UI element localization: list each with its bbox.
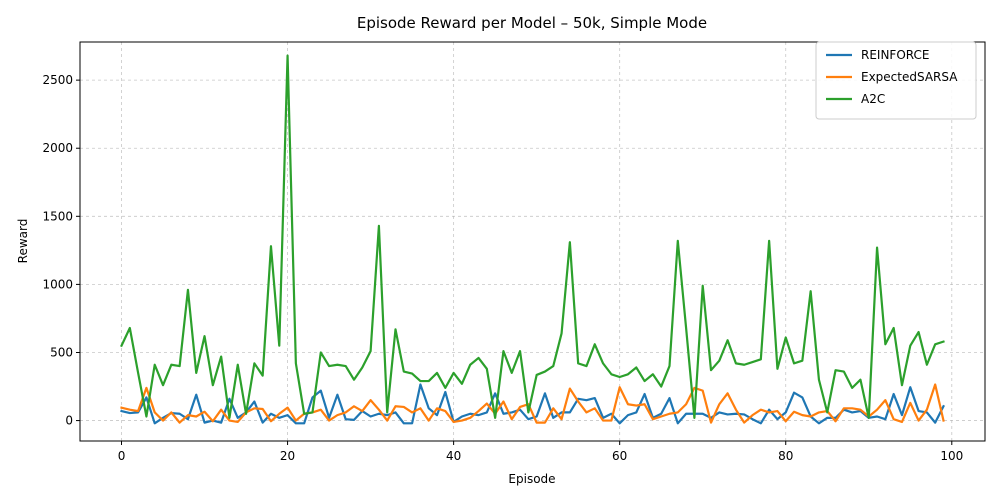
- series-line-a2c: [120, 54, 945, 419]
- y-tick-label: 1000: [42, 277, 73, 291]
- legend-box: [815, 41, 977, 120]
- legend-label-reinforce: REINFORCE: [861, 48, 929, 62]
- grid-lines: [80, 42, 985, 441]
- x-tick-label: 100: [940, 449, 963, 463]
- x-axis-ticks: 0 20 40 60 80 100: [118, 441, 963, 463]
- series-line-reinforce: [120, 383, 945, 425]
- x-tick-label: 0: [118, 449, 126, 463]
- x-tick-label: 20: [280, 449, 295, 463]
- y-tick-label: 2000: [42, 141, 73, 155]
- x-tick-label: 80: [778, 449, 793, 463]
- y-tick-label: 0: [65, 414, 73, 428]
- legend-label-a2c: A2C: [861, 92, 885, 106]
- y-axis-label: Reward: [16, 219, 30, 264]
- series-lines: [120, 54, 945, 425]
- legend-label-expectedsarsa: ExpectedSARSA: [861, 70, 958, 84]
- chart-title: Episode Reward per Model – 50k, Simple M…: [357, 14, 707, 32]
- y-tick-label: 500: [50, 345, 73, 359]
- y-tick-label: 2500: [42, 73, 73, 87]
- series-line-expectedsarsa: [120, 383, 945, 424]
- x-tick-label: 40: [446, 449, 461, 463]
- y-axis-ticks: 0 500 1000 1500 2000 2500: [42, 73, 80, 428]
- y-tick-label: 1500: [42, 209, 73, 223]
- x-axis-label: Episode: [508, 472, 555, 486]
- x-tick-label: 60: [612, 449, 627, 463]
- legend: REINFORCE ExpectedSARSA A2C: [815, 41, 977, 120]
- plot-area-frame: [79, 41, 986, 442]
